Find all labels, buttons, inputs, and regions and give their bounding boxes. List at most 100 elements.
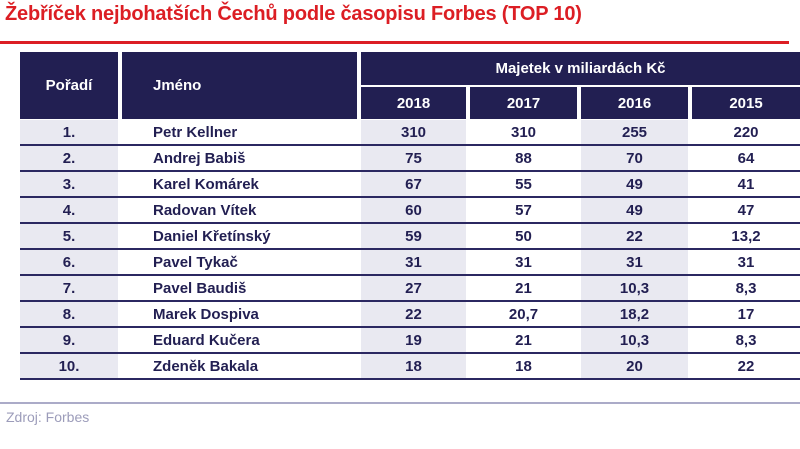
rank-cell: 2.: [20, 146, 118, 170]
column-gutter: [466, 276, 470, 300]
rank-cell: 3.: [20, 172, 118, 196]
column-gutter: [688, 120, 692, 144]
value-2018-cell: 60: [361, 198, 466, 222]
column-gutter: [577, 302, 581, 326]
name-cell: Eduard Kučera: [122, 328, 357, 352]
table-row: 2. Andrej Babiš 75 88 70 64: [20, 146, 800, 172]
column-header-2017: 2017: [470, 87, 577, 119]
name-cell: Pavel Tykač: [122, 250, 357, 274]
column-gutter: [688, 224, 692, 248]
value-2016-cell: 255: [581, 120, 688, 144]
column-gutter: [577, 198, 581, 222]
column-gutter: [688, 276, 692, 300]
value-2018-cell: 18: [361, 354, 466, 378]
wealth-columns-header-group: Majetek v miliardách Kč 2018 2017 2016 2…: [361, 52, 800, 119]
wealth-table: Pořadí Jméno Majetek v miliardách Kč 201…: [20, 52, 800, 380]
value-2018-cell: 27: [361, 276, 466, 300]
column-gutter: [688, 172, 692, 196]
column-gutter: [357, 120, 361, 144]
column-gutter: [118, 354, 122, 378]
column-gutter: [118, 302, 122, 326]
name-cell: Petr Kellner: [122, 120, 357, 144]
column-gutter: [577, 172, 581, 196]
value-2016-cell: 20: [581, 354, 688, 378]
column-gutter: [357, 198, 361, 222]
column-gutter: [577, 120, 581, 144]
value-2018-cell: 31: [361, 250, 466, 274]
column-gutter: [357, 328, 361, 352]
page-title: Žebříček nejbohatších Čechů podle časopi…: [5, 3, 582, 25]
value-2015-cell: 220: [692, 120, 800, 144]
table-row: 7. Pavel Baudiš 27 21 10,3 8,3: [20, 276, 800, 302]
table-row: 6. Pavel Tykač 31 31 31 31: [20, 250, 800, 276]
value-2018-cell: 22: [361, 302, 466, 326]
column-gutter: [688, 328, 692, 352]
value-2017-cell: 57: [470, 198, 577, 222]
value-2018-cell: 75: [361, 146, 466, 170]
rank-cell: 8.: [20, 302, 118, 326]
column-gutter: [688, 146, 692, 170]
rank-cell: 10.: [20, 354, 118, 378]
table-row: 1. Petr Kellner 310 310 255 220: [20, 120, 800, 146]
value-2017-cell: 88: [470, 146, 577, 170]
source-label: Zdroj: Forbes: [6, 409, 90, 425]
table-row: 9. Eduard Kučera 19 21 10,3 8,3: [20, 328, 800, 354]
table-header: Pořadí Jméno Majetek v miliardách Kč 201…: [20, 52, 800, 119]
value-2016-cell: 10,3: [581, 276, 688, 300]
rank-cell: 1.: [20, 120, 118, 144]
column-gutter: [357, 302, 361, 326]
column-gutter: [466, 354, 470, 378]
value-2017-cell: 50: [470, 224, 577, 248]
column-gutter: [466, 198, 470, 222]
rank-cell: 7.: [20, 276, 118, 300]
column-header-2018: 2018: [361, 87, 466, 119]
value-2018-cell: 19: [361, 328, 466, 352]
rank-cell: 5.: [20, 224, 118, 248]
column-gutter: [577, 224, 581, 248]
column-header-2015: 2015: [692, 87, 800, 119]
table-row: 3. Karel Komárek 67 55 49 41: [20, 172, 800, 198]
value-2016-cell: 22: [581, 224, 688, 248]
column-gutter: [357, 250, 361, 274]
value-2017-cell: 55: [470, 172, 577, 196]
value-2018-cell: 67: [361, 172, 466, 196]
header-gutter: [361, 85, 800, 87]
column-gutter: [118, 120, 122, 144]
value-2016-cell: 10,3: [581, 328, 688, 352]
column-gutter: [688, 354, 692, 378]
rank-cell: 9.: [20, 328, 118, 352]
column-gutter: [466, 224, 470, 248]
value-2018-cell: 59: [361, 224, 466, 248]
column-gutter: [577, 276, 581, 300]
column-gutter: [357, 172, 361, 196]
value-2015-cell: 8,3: [692, 276, 800, 300]
value-2017-cell: 21: [470, 276, 577, 300]
column-gutter: [357, 146, 361, 170]
value-2017-cell: 31: [470, 250, 577, 274]
value-2015-cell: 17: [692, 302, 800, 326]
rank-cell: 4.: [20, 198, 118, 222]
name-cell: Andrej Babiš: [122, 146, 357, 170]
value-2015-cell: 47: [692, 198, 800, 222]
column-gutter: [118, 52, 122, 119]
name-cell: Daniel Křetínský: [122, 224, 357, 248]
column-gutter: [357, 224, 361, 248]
column-gutter: [688, 302, 692, 326]
value-2016-cell: 31: [581, 250, 688, 274]
value-2016-cell: 70: [581, 146, 688, 170]
column-gutter: [466, 328, 470, 352]
value-2015-cell: 64: [692, 146, 800, 170]
footer-divider: [0, 402, 800, 404]
table-row: 5. Daniel Křetínský 59 50 22 13,2: [20, 224, 800, 250]
column-header-name: Jméno: [122, 52, 357, 119]
column-gutter: [118, 172, 122, 196]
table-row: 8. Marek Dospiva 22 20,7 18,2 17: [20, 302, 800, 328]
name-cell: Pavel Baudiš: [122, 276, 357, 300]
column-gutter: [688, 198, 692, 222]
table-row: 4. Radovan Vítek 60 57 49 47: [20, 198, 800, 224]
value-2018-cell: 310: [361, 120, 466, 144]
value-2015-cell: 22: [692, 354, 800, 378]
value-2015-cell: 8,3: [692, 328, 800, 352]
column-gutter: [466, 146, 470, 170]
